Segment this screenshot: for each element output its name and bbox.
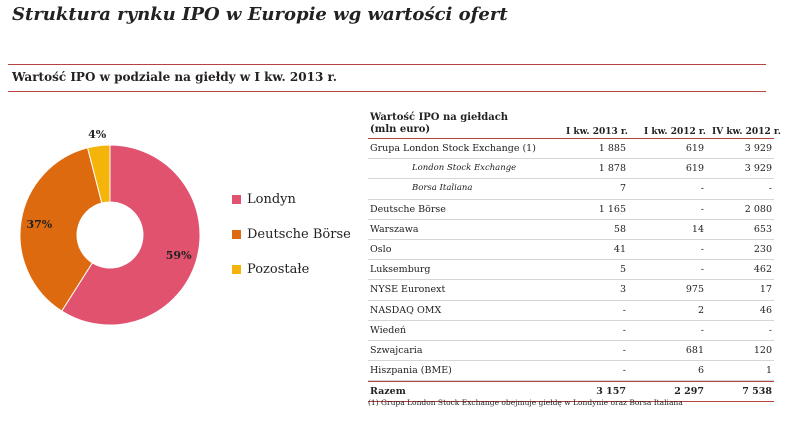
cell-value: 619 <box>685 163 704 175</box>
column-header: I kw. 2013 r. <box>566 127 628 137</box>
table-row: Warszawa 58 14 653 <box>368 220 774 240</box>
cell-value: 230 <box>753 243 772 255</box>
table-row: Deutsche Börse 1 165 - 2 080 <box>368 200 774 220</box>
table-row: Wiedeń - - - <box>368 321 774 341</box>
row-label: Grupa London Stock Exchange (1) <box>370 143 536 154</box>
table-row: Grupa London Stock Exchange (1) 1 885 619 3… <box>368 139 774 160</box>
section-subtitle: Wartość IPO w podziale na giełdy w I kw.… <box>12 70 337 84</box>
row-label: London Stock Exchange <box>412 163 517 174</box>
cell-value: 7 <box>619 183 626 195</box>
table-row: London Stock Exchange 1 878 619 3 929 <box>368 159 774 180</box>
cell-value: - <box>622 304 626 316</box>
cell-value: 462 <box>753 264 772 276</box>
legend-item-pozostale: Pozostałe <box>232 260 351 278</box>
cell-value: 1 885 <box>598 143 626 154</box>
cell-value: - <box>700 264 704 276</box>
ipo-table: Wartość IPO na giełdach (mln euro) I kw.… <box>368 112 781 403</box>
pie-slice <box>61 144 201 326</box>
header-line-1: Wartość IPO na giełdach <box>370 112 509 123</box>
table-row: Luksemburg 5 - 462 <box>368 260 774 281</box>
cell-value: 14 <box>691 223 704 235</box>
row-label: Borsa Italiana <box>412 183 473 194</box>
cell-value: - <box>700 324 704 336</box>
row-label: Luksemburg <box>370 264 431 276</box>
cell-value: 58 <box>613 223 626 235</box>
cell-value: 41 <box>613 243 626 255</box>
subtitle-divider <box>8 91 766 92</box>
row-label: Razem <box>370 386 406 398</box>
cell-value: 1 165 <box>598 203 626 215</box>
legend-swatch <box>232 229 241 239</box>
cell-value: 619 <box>685 143 704 154</box>
table-row: Borsa Italiana 7 - - <box>368 179 774 200</box>
table-row: Hiszpania (BME) - 6 1 <box>368 361 774 382</box>
header-line-2: (mln euro) <box>370 124 431 135</box>
column-header: I kw. 2012 r. <box>644 127 706 137</box>
row-label: Hiszpania (BME) <box>370 365 452 377</box>
title-divider <box>8 64 766 65</box>
pie-slice <box>19 147 103 312</box>
table-footnote: (1) Grupa London Stock Exchange obejmuje… <box>368 398 683 407</box>
slice-label: 59% <box>166 249 192 262</box>
cell-value: 17 <box>759 284 772 296</box>
table-header-label: Wartość IPO na giełdach (mln euro) <box>370 112 550 136</box>
cell-value: - <box>768 324 772 336</box>
table-row: NYSE Euronext 3 975 17 <box>368 280 774 301</box>
column-header: IV kw. 2012 r. <box>712 127 781 137</box>
slice-label: 37% <box>26 218 52 231</box>
cell-value: - <box>622 324 626 336</box>
cell-value: 3 929 <box>744 163 772 175</box>
cell-value: 120 <box>753 344 772 356</box>
page-title: Struktura rynku IPO w Europie wg wartośc… <box>12 4 508 25</box>
cell-value: 3 157 <box>596 386 626 398</box>
cell-value: - <box>700 243 704 255</box>
table-header: Wartość IPO na giełdach (mln euro) I kw.… <box>368 112 781 139</box>
cell-value: 6 <box>697 365 704 377</box>
table-total-row: Razem 3 157 2 297 7 538 <box>368 381 774 403</box>
pie-slice <box>87 144 111 204</box>
row-label: Deutsche Börse <box>370 203 446 215</box>
cell-value: 5 <box>619 264 626 276</box>
cell-value: - <box>700 183 704 195</box>
legend-label: Deutsche Börse <box>247 226 351 242</box>
legend-swatch <box>232 194 241 204</box>
cell-value: 1 <box>765 365 772 377</box>
slice-label: 4% <box>88 128 107 141</box>
table-row: Szwajcaria - 681 120 <box>368 341 774 362</box>
legend-swatch <box>232 264 241 274</box>
legend-label: Pozostałe <box>247 261 310 277</box>
cell-value: 3 <box>619 284 626 296</box>
row-label: Szwajcaria <box>370 344 423 356</box>
cell-value: - <box>768 183 772 195</box>
chart-legend: Londyn Deutsche Börse Pozostałe <box>232 190 351 295</box>
row-label: NASDAQ OMX <box>370 304 442 316</box>
cell-value: - <box>700 203 704 215</box>
donut-chart: 59% 37% 4% <box>19 128 201 326</box>
cell-value: 7 538 <box>742 386 772 398</box>
cell-value: 2 080 <box>744 203 772 215</box>
cell-value: 2 297 <box>674 386 704 398</box>
cell-value: 653 <box>753 223 772 235</box>
table-body: Grupa London Stock Exchange (1) 1 885 619 3… <box>368 139 774 382</box>
legend-item-deutsche-borse: Deutsche Börse <box>232 225 351 243</box>
row-label: NYSE Euronext <box>370 284 446 296</box>
cell-value: - <box>622 365 626 377</box>
cell-value: - <box>622 344 626 356</box>
legend-item-londyn: Londyn <box>232 190 351 208</box>
cell-value: 3 929 <box>744 143 772 154</box>
cell-value: 46 <box>759 304 772 316</box>
cell-value: 1 878 <box>598 163 626 175</box>
row-label: Wiedeń <box>370 324 407 336</box>
table-row: NASDAQ OMX - 2 46 <box>368 301 774 321</box>
legend-label: Londyn <box>247 191 296 207</box>
cell-value: 975 <box>685 284 704 296</box>
table-row: Oslo 41 - 230 <box>368 240 774 261</box>
cell-value: 681 <box>685 344 704 356</box>
row-label: Oslo <box>370 243 392 255</box>
cell-value: 2 <box>697 304 704 316</box>
row-label: Warszawa <box>370 223 419 235</box>
